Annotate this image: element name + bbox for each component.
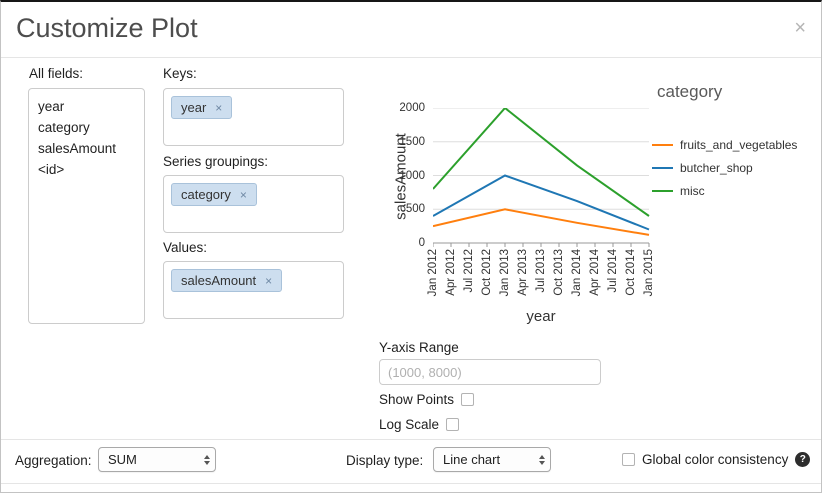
legend-item[interactable]: misc <box>652 184 797 198</box>
x-axis-tick-labels: Jan 2012 Apr 2012 Jul 2012 Oct 2012 Jan 2013… <box>427 249 655 311</box>
global-color-label: Global color consistency <box>642 452 789 467</box>
select-stepper-icon <box>204 454 210 465</box>
legend-title: category <box>657 82 723 101</box>
y-tick-label: 1000 <box>399 169 425 182</box>
legend-line-swatch <box>652 190 673 192</box>
x-axis-title: year <box>526 308 556 325</box>
legend-line-swatch <box>652 144 673 146</box>
all-fields-label: All fields: <box>29 66 84 81</box>
header-divider <box>1 57 821 58</box>
x-tick-label: Oct 2014 <box>625 249 637 296</box>
token-remove-icon[interactable]: × <box>265 273 273 288</box>
legend-item[interactable]: fruits_and_vegetables <box>652 138 797 152</box>
log-scale-checkbox[interactable] <box>446 418 460 431</box>
global-color-checkbox[interactable] <box>622 453 635 466</box>
dialog-title: Customize Plot <box>16 13 198 43</box>
help-icon[interactable]: ? <box>795 452 811 467</box>
aggregation-label: Aggregation: <box>15 453 92 468</box>
x-tick-label: Apr 2014 <box>589 249 601 296</box>
x-tick-label: Jul 2014 <box>607 249 619 293</box>
x-tick-label: Oct 2012 <box>481 249 493 296</box>
x-tick-label: Oct 2013 <box>553 249 565 296</box>
plot-svg <box>432 106 650 247</box>
y-tick-label: 1500 <box>399 135 425 148</box>
legend-label: misc <box>680 184 705 198</box>
field-item[interactable]: year <box>38 99 65 114</box>
legend-item[interactable]: butcher_shop <box>652 161 797 175</box>
y-axis-range-input[interactable] <box>379 359 601 385</box>
display-type-select[interactable]: Line chart <box>433 447 551 472</box>
token-remove-icon[interactable]: × <box>215 100 223 115</box>
aggregation-select[interactable]: SUM <box>98 447 216 472</box>
token-label: salesAmount <box>181 273 257 288</box>
x-tick-label: Jan 2012 <box>427 249 439 297</box>
y-tick-label: 2000 <box>399 102 425 114</box>
token-year[interactable]: year × <box>171 96 233 119</box>
series-groupings-dropzone[interactable]: category × <box>163 175 344 233</box>
x-tick-label: Jul 2012 <box>463 249 475 293</box>
token-remove-icon[interactable]: × <box>239 187 247 202</box>
y-axis-tick-labels: 0 500 1000 1500 2000 <box>395 102 427 249</box>
legend-line-swatch <box>652 167 673 169</box>
legend-label: butcher_shop <box>680 161 753 175</box>
x-tick-label: Jan 2015 <box>643 249 655 297</box>
log-scale-row: Log Scale <box>379 417 460 432</box>
y-axis-range-label: Y-axis Range <box>379 340 459 355</box>
field-item[interactable]: category <box>38 120 90 135</box>
log-scale-label: Log Scale <box>379 417 440 432</box>
global-color-row: Global color consistency ? <box>622 452 811 467</box>
x-tick-label: Jan 2014 <box>571 249 583 297</box>
all-fields-list: year category salesAmount <id> <box>28 88 145 324</box>
display-type-label: Display type: <box>346 453 424 468</box>
x-tick-label: Apr 2013 <box>517 249 529 296</box>
field-item[interactable]: salesAmount <box>38 141 117 156</box>
values-label: Values: <box>163 240 208 255</box>
show-points-label: Show Points <box>379 392 455 407</box>
token-label: year <box>181 100 207 115</box>
x-tick-label: Jan 2013 <box>499 249 511 297</box>
keys-dropzone[interactable]: year × <box>163 88 344 146</box>
footer-divider <box>1 439 821 440</box>
values-dropzone[interactable]: salesAmount × <box>163 261 344 319</box>
show-points-checkbox[interactable] <box>461 393 475 406</box>
bottom-divider <box>1 483 821 484</box>
keys-label: Keys: <box>163 66 197 81</box>
show-points-row: Show Points <box>379 392 475 407</box>
legend-label: fruits_and_vegetables <box>680 138 798 152</box>
display-type-selected-value: Line chart <box>443 452 501 467</box>
x-tick-label: Jul 2013 <box>535 249 547 293</box>
x-tick-label: Apr 2012 <box>445 249 457 296</box>
select-stepper-icon <box>539 454 545 465</box>
token-category[interactable]: category × <box>171 183 257 206</box>
series-groupings-label: Series groupings: <box>163 154 269 169</box>
token-salesAmount[interactable]: salesAmount × <box>171 269 283 292</box>
y-tick-label: 500 <box>405 203 425 216</box>
chart-plot-area <box>432 106 651 249</box>
y-tick-label: 0 <box>418 237 425 249</box>
close-icon[interactable]: × <box>794 17 806 39</box>
aggregation-selected-value: SUM <box>108 452 137 467</box>
token-label: category <box>181 187 231 202</box>
field-item[interactable]: <id> <box>38 162 65 177</box>
